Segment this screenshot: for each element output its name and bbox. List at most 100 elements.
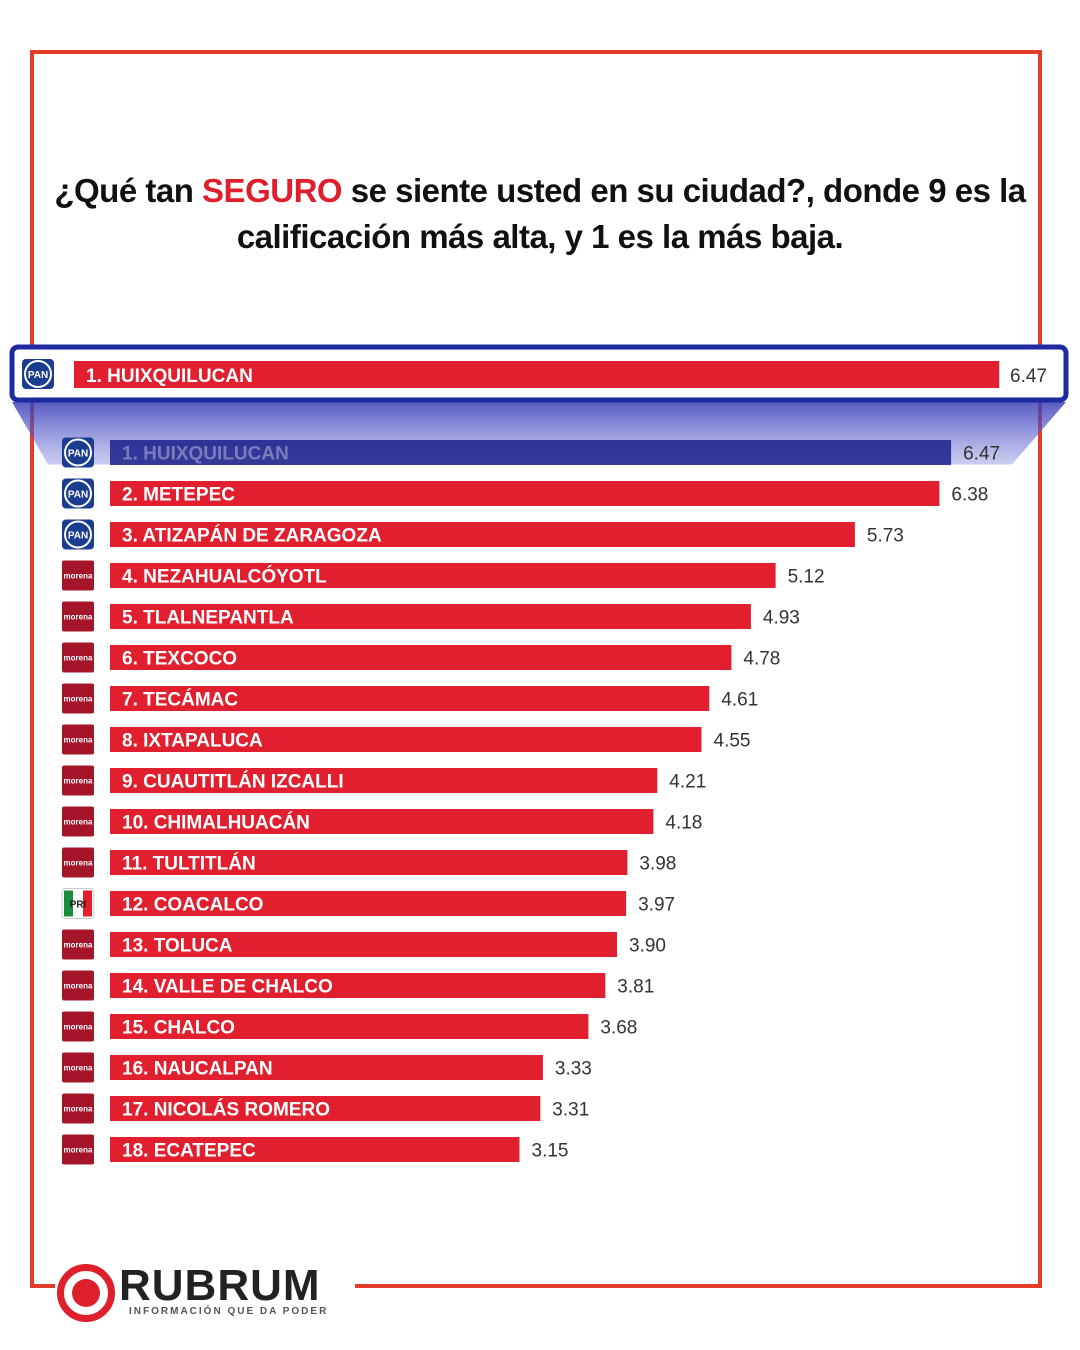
pan-logo-text: PAN bbox=[68, 449, 88, 460]
morena-logo-bg bbox=[62, 765, 94, 796]
party-logo-morena-icon: morena bbox=[62, 1134, 94, 1165]
bar-label-12: 12. COACALCO bbox=[122, 895, 263, 916]
featured-bar bbox=[74, 361, 1000, 388]
morena-logo-bg bbox=[62, 1093, 94, 1124]
bar-13 bbox=[110, 932, 617, 957]
title-highlight: SEGURO bbox=[202, 172, 343, 209]
bar-label-1: 1. HUIXQUILUCAN bbox=[122, 444, 289, 465]
pan-logo-text: PAN bbox=[28, 370, 48, 381]
value-label-2: 6.38 bbox=[951, 485, 988, 506]
pan-logo-ring bbox=[24, 360, 52, 388]
pan-logo-bg bbox=[62, 437, 94, 468]
party-logo-morena-icon: morena bbox=[62, 724, 94, 755]
party-logo-morena-icon: morena bbox=[62, 929, 94, 960]
morena-logo-bg bbox=[62, 724, 94, 755]
value-label-10: 4.18 bbox=[665, 813, 702, 834]
party-logo-pan-icon: PAN bbox=[22, 359, 54, 389]
pri-logo-red bbox=[83, 890, 92, 917]
value-label-18: 3.15 bbox=[532, 1141, 569, 1162]
morena-logo-text: morena bbox=[64, 613, 93, 622]
chart-title: ¿Qué tan SEGURO se siente usted en su ci… bbox=[40, 168, 1040, 260]
morena-logo-text: morena bbox=[64, 859, 93, 868]
bar-label-6: 6. TEXCOCO bbox=[122, 649, 237, 670]
party-logo-morena-icon: morena bbox=[62, 560, 94, 591]
morena-logo-text: morena bbox=[64, 1023, 93, 1032]
bar-14 bbox=[110, 973, 606, 998]
pan-logo-text: PAN bbox=[68, 531, 88, 542]
value-label-7: 4.61 bbox=[721, 690, 758, 711]
bar-12 bbox=[110, 891, 627, 916]
pan-logo-bg bbox=[62, 478, 94, 509]
pan-logo-ring bbox=[64, 438, 92, 467]
pan-logo-ring bbox=[64, 520, 92, 549]
bar-15 bbox=[110, 1014, 589, 1039]
morena-logo-text: morena bbox=[64, 736, 93, 745]
bar-label-2: 2. METEPEC bbox=[122, 485, 235, 506]
value-label-6: 4.78 bbox=[743, 649, 780, 670]
morena-logo-bg bbox=[62, 601, 94, 632]
bar-label-10: 10. CHIMALHUACÁN bbox=[122, 812, 310, 834]
party-logo-morena-icon: morena bbox=[62, 1093, 94, 1124]
bar-label-5: 5. TLALNEPANTLA bbox=[122, 608, 294, 629]
pri-logo-green bbox=[64, 890, 73, 917]
morena-logo-text: morena bbox=[64, 777, 93, 786]
value-label-8: 4.55 bbox=[714, 731, 751, 752]
morena-logo-bg bbox=[62, 847, 94, 878]
bar-label-17: 17. NICOLÁS ROMERO bbox=[122, 1099, 330, 1121]
featured-value-label: 6.47 bbox=[1010, 366, 1047, 387]
morena-logo-text: morena bbox=[64, 1146, 93, 1155]
party-logo-morena-icon: morena bbox=[62, 1011, 94, 1042]
bar-5 bbox=[110, 604, 751, 629]
pan-logo-bg bbox=[22, 359, 54, 389]
morena-logo-bg bbox=[62, 683, 94, 714]
bar-label-18: 18. ECATEPEC bbox=[122, 1141, 256, 1162]
brand-ring-icon bbox=[57, 1264, 115, 1322]
morena-logo-bg bbox=[62, 1134, 94, 1165]
bar-label-4: 4. NEZAHUALCÓYOTL bbox=[122, 566, 327, 588]
value-label-12: 3.97 bbox=[638, 895, 675, 916]
value-label-4: 5.12 bbox=[788, 567, 825, 588]
morena-logo-bg bbox=[62, 970, 94, 1001]
value-label-16: 3.33 bbox=[555, 1059, 592, 1080]
value-label-5: 4.93 bbox=[763, 608, 800, 629]
morena-logo-bg bbox=[62, 642, 94, 673]
morena-logo-text: morena bbox=[64, 982, 93, 991]
title-part-2: se siente usted en su ciudad?, donde 9 e… bbox=[342, 172, 1026, 209]
value-label-14: 3.81 bbox=[617, 977, 654, 998]
bar-label-15: 15. CHALCO bbox=[122, 1018, 235, 1039]
pan-logo-bg bbox=[62, 519, 94, 550]
bar-label-8: 8. IXTAPALUCA bbox=[122, 731, 263, 752]
morena-logo-bg bbox=[62, 1011, 94, 1042]
morena-logo-text: morena bbox=[64, 1064, 93, 1073]
bar-11 bbox=[110, 850, 628, 875]
morena-logo-text: morena bbox=[64, 941, 93, 950]
value-label-17: 3.31 bbox=[552, 1100, 589, 1121]
title-line-2: calificación más alta, y 1 es la más baj… bbox=[236, 218, 844, 255]
brand-dot-icon bbox=[72, 1279, 100, 1307]
morena-logo-text: morena bbox=[64, 695, 93, 704]
bar-3 bbox=[110, 522, 855, 547]
featured-bar-label: 1. HUIXQUILUCAN bbox=[86, 366, 253, 387]
pri-logo-text: PRI bbox=[70, 900, 87, 911]
bar-10 bbox=[110, 809, 654, 834]
brand-logo: RUBRUM INFORMACIÓN QUE DA PODER bbox=[55, 1262, 355, 1328]
morena-logo-bg bbox=[62, 929, 94, 960]
party-logo-morena-icon: morena bbox=[62, 765, 94, 796]
bar-label-7: 7. TECÁMAC bbox=[122, 689, 238, 711]
value-label-1: 6.47 bbox=[963, 444, 1000, 465]
party-logo-pan-icon: PAN bbox=[62, 519, 94, 550]
brand-name: RUBRUM bbox=[119, 1261, 321, 1310]
party-logo-morena-icon: morena bbox=[62, 847, 94, 878]
bar-18 bbox=[110, 1137, 520, 1162]
party-logo-morena-icon: morena bbox=[62, 601, 94, 632]
bar-label-14: 14. VALLE DE CHALCO bbox=[122, 977, 333, 998]
party-logo-morena-icon: morena bbox=[62, 970, 94, 1001]
border-frame bbox=[30, 50, 1042, 1288]
pan-logo-ring bbox=[64, 479, 92, 508]
morena-logo-bg bbox=[62, 560, 94, 591]
morena-logo-bg bbox=[62, 806, 94, 837]
value-label-15: 3.68 bbox=[600, 1018, 637, 1039]
bar-7 bbox=[110, 686, 710, 711]
party-logo-pan-icon: PAN bbox=[62, 478, 94, 509]
